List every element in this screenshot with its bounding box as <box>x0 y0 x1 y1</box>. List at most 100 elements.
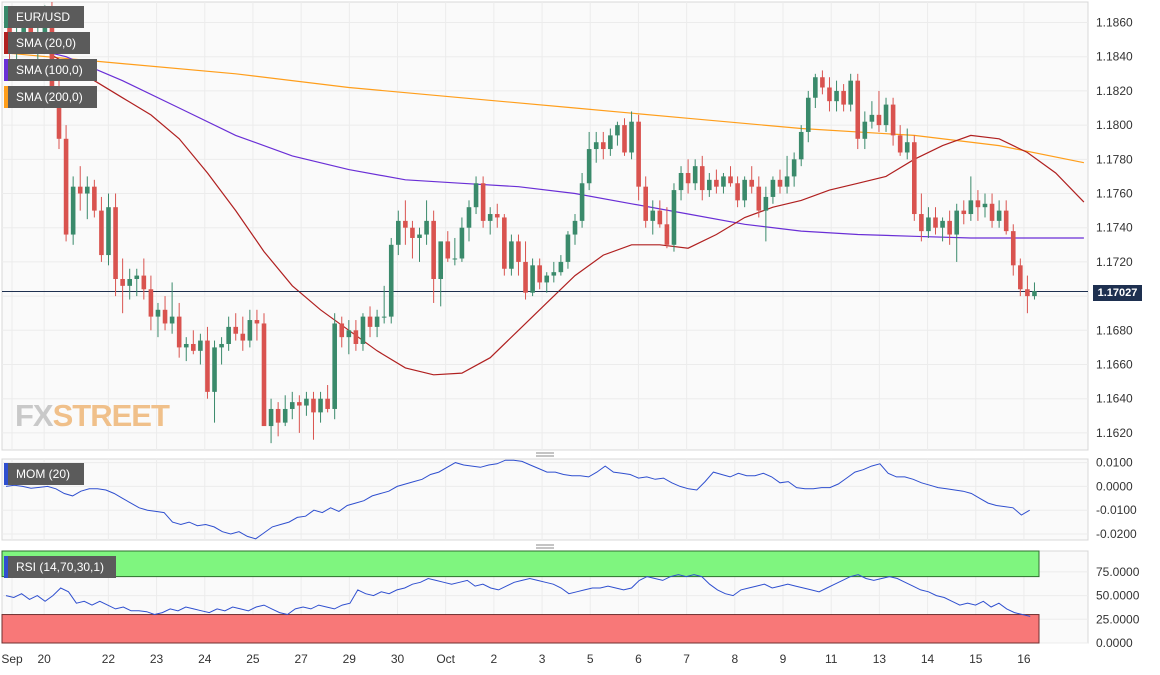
candle-up <box>692 166 698 184</box>
x-tick-label: 11 <box>825 652 838 666</box>
price-tick-label: 1.1820 <box>1096 84 1133 98</box>
sma20-tag[interactable]: SMA (20,0) <box>4 32 90 54</box>
candle-up <box>509 241 514 269</box>
candle-down <box>494 214 500 218</box>
candle-down <box>636 121 641 187</box>
candle-down <box>325 398 330 409</box>
candle-up <box>381 316 387 318</box>
x-tick-label: 24 <box>198 652 212 666</box>
candle-up <box>226 326 231 344</box>
candle-up <box>629 121 634 153</box>
candle-up <box>127 279 132 286</box>
price-tick-label: 1.1720 <box>1096 255 1133 269</box>
rsi-tick-label: 25.0000 <box>1096 612 1140 626</box>
candle-up <box>332 323 337 409</box>
momentum-panel <box>1 458 1089 541</box>
sma200-line <box>9 52 1085 164</box>
mom-tick-label: 0.0000 <box>1096 479 1133 493</box>
candle-up <box>360 316 366 344</box>
candle-up <box>671 190 677 245</box>
candle-up <box>798 131 804 160</box>
sma200-label: SMA (200,0) <box>16 90 83 104</box>
candle-down <box>431 220 436 280</box>
candle-up <box>615 125 620 136</box>
candle-up <box>586 149 592 184</box>
candle-up <box>318 398 323 413</box>
x-tick-label: 29 <box>343 652 357 666</box>
mom-tag[interactable]: MOM (20) <box>4 463 84 485</box>
sma100-tag[interactable]: SMA (100,0) <box>4 59 97 81</box>
rsi-tick-label: 50.0000 <box>1096 589 1140 603</box>
x-tick-label: 9 <box>780 652 787 666</box>
candle-up <box>106 207 111 256</box>
sma200-tag[interactable]: SMA (200,0) <box>4 86 97 108</box>
candle-down <box>63 138 69 235</box>
candle-up <box>466 207 472 228</box>
candle-up <box>869 114 875 122</box>
candle-up <box>721 176 726 187</box>
symbol-swatch <box>4 6 8 28</box>
candle-down <box>622 125 627 153</box>
candle-down <box>855 80 861 139</box>
candle-up <box>883 104 889 126</box>
mom-tick-label: 0.0100 <box>1096 456 1133 470</box>
candle-down <box>1010 231 1016 266</box>
candle-down <box>297 402 302 406</box>
x-tick-label: 30 <box>391 652 405 666</box>
candle-up <box>396 220 401 245</box>
x-tick-label: 14 <box>921 652 935 666</box>
mom-label: MOM (20) <box>16 467 70 481</box>
candle-up <box>438 241 444 280</box>
fxstreet-watermark: FXSTREET <box>15 398 170 433</box>
candle-down <box>537 265 542 283</box>
x-tick-label: 22 <box>102 652 116 666</box>
candle-down <box>714 179 719 187</box>
candle-up <box>551 272 557 276</box>
candle-up <box>212 347 217 392</box>
sma200-swatch <box>4 86 8 108</box>
candle-up <box>763 196 769 211</box>
candle-up <box>982 203 988 208</box>
candle-down <box>735 183 740 201</box>
candle-up <box>848 80 853 105</box>
candle-down <box>162 309 168 324</box>
grid-layer <box>1 1 1089 644</box>
candle-down <box>657 210 663 225</box>
candle-up <box>805 97 811 132</box>
candle-up <box>268 408 274 427</box>
candle-down <box>445 241 451 259</box>
candle-up <box>813 77 818 98</box>
candle-up <box>388 244 394 317</box>
rsi-overbought-zone <box>1 550 1040 578</box>
x-tick-label: 5 <box>587 652 594 666</box>
candle-up <box>346 330 352 338</box>
candle-down <box>99 210 104 256</box>
candle-down <box>502 217 507 269</box>
candle-down <box>728 176 733 184</box>
candle-down <box>749 179 755 187</box>
price-tick-label: 1.1760 <box>1096 187 1133 201</box>
candle-up <box>544 275 550 283</box>
candle-down <box>820 77 825 88</box>
candle-up <box>707 179 712 191</box>
candle-up <box>247 320 253 341</box>
sma20-label: SMA (20,0) <box>16 36 77 50</box>
rsi-zones <box>1 550 1040 644</box>
candle-down <box>643 186 648 221</box>
candle-up <box>134 275 140 280</box>
candle-up <box>579 183 585 221</box>
rsi-label: RSI (14,70,30,1) <box>16 560 105 574</box>
x-tick-label: Oct <box>436 652 455 666</box>
candle-up <box>954 210 960 235</box>
price-tick-label: 1.1860 <box>1096 16 1133 30</box>
candle-down <box>947 220 952 235</box>
candle-up <box>374 316 380 327</box>
candle-up <box>742 179 747 201</box>
candle-down <box>516 241 521 262</box>
mom-tick-label: -0.0100 <box>1096 503 1137 517</box>
rsi-swatch <box>4 556 8 578</box>
candle-up <box>417 234 422 238</box>
rsi-tag[interactable]: RSI (14,70,30,1) <box>4 556 116 578</box>
symbol-tag[interactable]: EUR/USD <box>4 6 84 28</box>
